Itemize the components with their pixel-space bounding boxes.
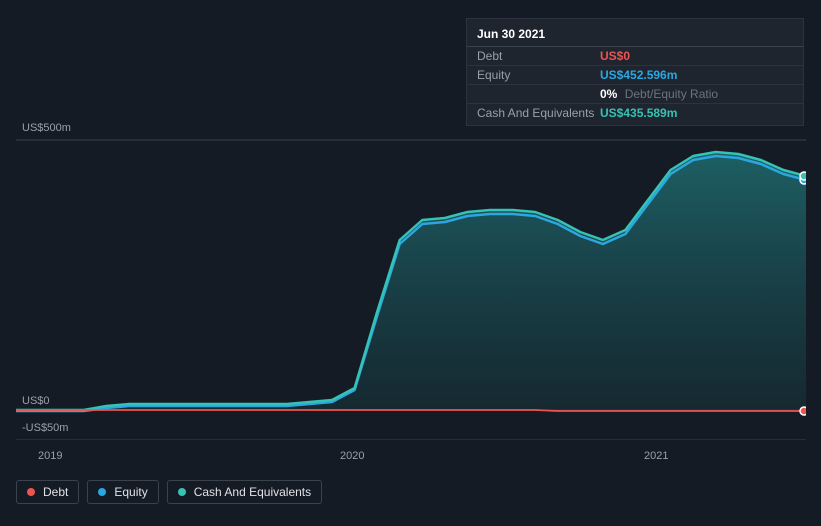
tooltip-val: US$435.589m	[600, 106, 677, 120]
tooltip-key: Debt	[477, 49, 600, 63]
legend-dot-icon	[27, 488, 35, 496]
legend-label: Equity	[114, 485, 147, 499]
tooltip-date: Jun 30 2021	[467, 24, 803, 47]
tooltip-val: US$452.596m	[600, 68, 677, 82]
tooltip-row-equity: Equity US$452.596m	[467, 66, 803, 85]
legend-label: Debt	[43, 485, 68, 499]
legend: Debt Equity Cash And Equivalents	[16, 480, 322, 504]
tooltip-val: 0%	[600, 87, 617, 101]
chart-root: { "tooltip": { "date": "Jun 30 2021", "r…	[0, 0, 821, 526]
legend-item-debt[interactable]: Debt	[16, 480, 79, 504]
tooltip-key	[477, 87, 600, 101]
legend-dot-icon	[98, 488, 106, 496]
tooltip-row-ratio: 0% Debt/Equity Ratio	[467, 85, 803, 104]
tooltip-extra: Debt/Equity Ratio	[625, 87, 718, 101]
chart-area[interactable]	[16, 120, 806, 460]
legend-dot-icon	[178, 488, 186, 496]
hover-tooltip: Jun 30 2021 Debt US$0 Equity US$452.596m…	[466, 18, 804, 126]
legend-item-equity[interactable]: Equity	[87, 480, 158, 504]
tooltip-key: Cash And Equivalents	[477, 106, 600, 120]
legend-label: Cash And Equivalents	[194, 485, 311, 499]
legend-item-cash[interactable]: Cash And Equivalents	[167, 480, 322, 504]
tooltip-row-debt: Debt US$0	[467, 47, 803, 66]
chart-svg	[16, 120, 806, 440]
tooltip-val: US$0	[600, 49, 630, 63]
tooltip-key: Equity	[477, 68, 600, 82]
